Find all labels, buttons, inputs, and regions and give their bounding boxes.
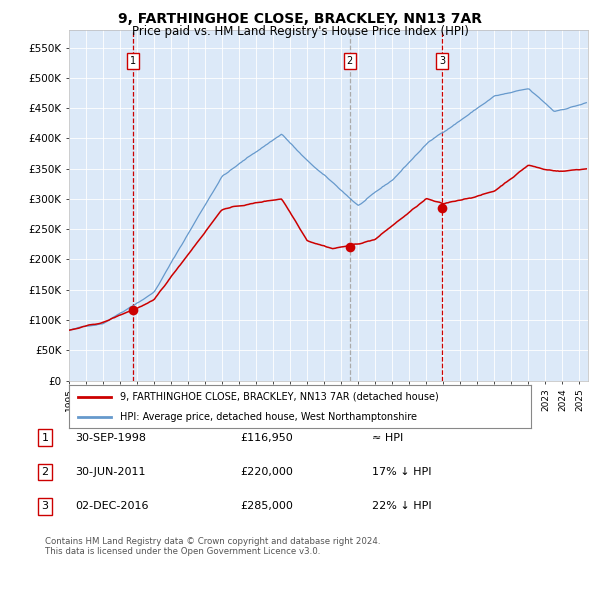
- Text: 1: 1: [130, 56, 136, 66]
- Text: 3: 3: [41, 502, 49, 511]
- Text: Contains HM Land Registry data © Crown copyright and database right 2024.
This d: Contains HM Land Registry data © Crown c…: [45, 537, 380, 556]
- Text: £220,000: £220,000: [240, 467, 293, 477]
- Text: ≈ HPI: ≈ HPI: [372, 433, 403, 442]
- Text: 9, FARTHINGHOE CLOSE, BRACKLEY, NN13 7AR: 9, FARTHINGHOE CLOSE, BRACKLEY, NN13 7AR: [118, 12, 482, 26]
- Text: 2: 2: [41, 467, 49, 477]
- Text: £285,000: £285,000: [240, 502, 293, 511]
- Text: Price paid vs. HM Land Registry's House Price Index (HPI): Price paid vs. HM Land Registry's House …: [131, 25, 469, 38]
- Text: 9, FARTHINGHOE CLOSE, BRACKLEY, NN13 7AR (detached house): 9, FARTHINGHOE CLOSE, BRACKLEY, NN13 7AR…: [120, 392, 439, 402]
- Text: 30-SEP-1998: 30-SEP-1998: [75, 433, 146, 442]
- Text: 3: 3: [439, 56, 445, 66]
- Text: HPI: Average price, detached house, West Northamptonshire: HPI: Average price, detached house, West…: [120, 412, 417, 422]
- Text: 1: 1: [41, 433, 49, 442]
- Text: 17% ↓ HPI: 17% ↓ HPI: [372, 467, 431, 477]
- Text: 30-JUN-2011: 30-JUN-2011: [75, 467, 146, 477]
- Text: 22% ↓ HPI: 22% ↓ HPI: [372, 502, 431, 511]
- Text: £116,950: £116,950: [240, 433, 293, 442]
- Text: 02-DEC-2016: 02-DEC-2016: [75, 502, 149, 511]
- Text: 2: 2: [347, 56, 353, 66]
